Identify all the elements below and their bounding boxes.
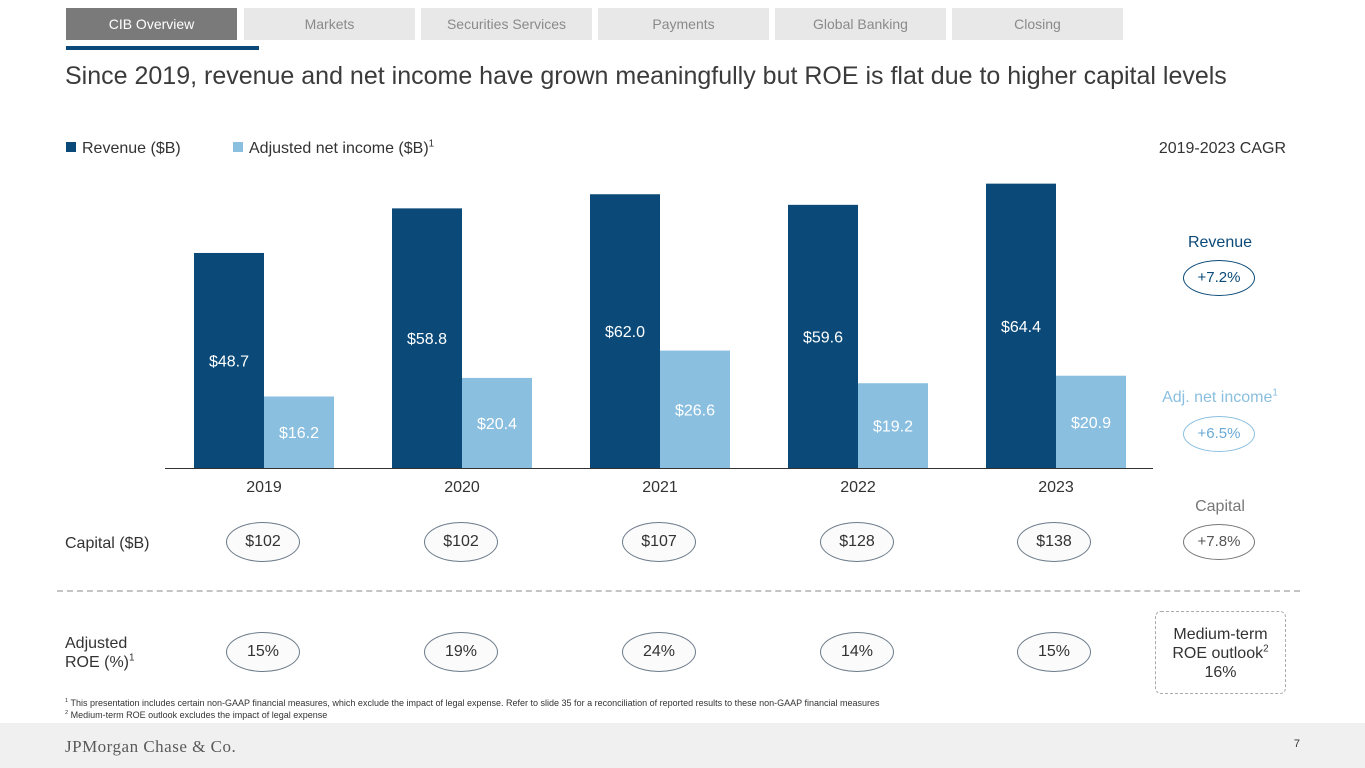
cagr-net-income-label: Adj. net income1 bbox=[1140, 387, 1300, 407]
capital-value-2020: $102 bbox=[424, 522, 498, 562]
bar-net-income-2023 bbox=[1056, 375, 1126, 468]
footnote-1: 1 This presentation includes certain non… bbox=[65, 697, 880, 709]
cagr-capital-value: +7.8% bbox=[1183, 524, 1255, 560]
bar-net-income-2020 bbox=[462, 377, 532, 468]
footnotes: 1 This presentation includes certain non… bbox=[65, 697, 880, 721]
tab-markets[interactable]: Markets bbox=[244, 8, 415, 40]
tab-securities-services[interactable]: Securities Services bbox=[421, 8, 592, 40]
legend-item-revenue: Revenue ($B) bbox=[66, 140, 181, 158]
active-tab-underline bbox=[66, 46, 259, 50]
page-title: Since 2019, revenue and net income have … bbox=[65, 62, 1227, 90]
roe-footnote-mark: 1 bbox=[129, 652, 135, 664]
data-label-net-income-2019: $16.2 bbox=[279, 425, 319, 442]
tab-global-banking[interactable]: Global Banking bbox=[775, 8, 946, 40]
footnote-1-text: This presentation includes certain non-G… bbox=[70, 698, 880, 708]
bar-revenue-2023 bbox=[986, 183, 1056, 468]
cagr-revenue-value: +7.2% bbox=[1183, 260, 1255, 296]
bar-revenue-2019 bbox=[194, 252, 264, 468]
data-label-revenue-2019: $48.7 bbox=[209, 353, 249, 370]
roe-row-label: Adjusted ROE (%)1 bbox=[65, 634, 135, 672]
bar-net-income-2019 bbox=[264, 396, 334, 468]
data-label-revenue-2020: $58.8 bbox=[407, 331, 447, 348]
roe-value-2021: 24% bbox=[622, 632, 696, 672]
bar-net-income-2022 bbox=[858, 383, 928, 468]
roe-label-line1: Adjusted bbox=[65, 635, 128, 652]
x-tick-label-2023: 2023 bbox=[1038, 479, 1074, 496]
roe-value-2023: 15% bbox=[1017, 632, 1091, 672]
capital-value-2023: $138 bbox=[1017, 522, 1091, 562]
roe-value-2019: 15% bbox=[226, 632, 300, 672]
tab-closing[interactable]: Closing bbox=[952, 8, 1123, 40]
outlook-footnote-mark: 2 bbox=[1263, 643, 1269, 655]
footnote-2-mark: 2 bbox=[65, 710, 69, 716]
capital-row-label: Capital ($B) bbox=[65, 535, 150, 552]
footnote-2-text: Medium-term ROE outlook excludes the imp… bbox=[70, 710, 328, 720]
bar-revenue-2021 bbox=[590, 194, 660, 468]
x-tick-label-2019: 2019 bbox=[246, 479, 282, 496]
legend-swatch-revenue bbox=[66, 142, 76, 152]
data-label-net-income-2023: $20.9 bbox=[1071, 415, 1111, 432]
data-label-net-income-2020: $20.4 bbox=[477, 416, 517, 433]
cagr-net-income-footnote-mark: 1 bbox=[1272, 387, 1278, 399]
data-label-revenue-2022: $59.6 bbox=[803, 329, 843, 346]
page-number: 7 bbox=[1293, 738, 1300, 750]
footer-bar bbox=[0, 723, 1365, 768]
revenue-net-income-bar-chart: $48.7 $16.2 2019 $58.8 $20.4 2020 $62.0 $26.6 20… bbox=[165, 183, 1153, 496]
capital-value-2019: $102 bbox=[226, 522, 300, 562]
data-label-revenue-2023: $64.4 bbox=[1001, 319, 1041, 336]
cagr-revenue-label: Revenue bbox=[1187, 234, 1253, 251]
roe-outlook-box: Medium-term ROE outlook2 16% bbox=[1155, 611, 1286, 694]
cagr-capital-label: Capital bbox=[1195, 498, 1245, 515]
tab-cib-overview[interactable]: CIB Overview bbox=[66, 8, 237, 40]
bar-revenue-2022 bbox=[788, 204, 858, 468]
bar-revenue-2020 bbox=[392, 208, 462, 469]
legend-footnote-mark: 1 bbox=[428, 138, 435, 150]
footnote-2: 2 Medium-term ROE outlook excludes the i… bbox=[65, 709, 880, 721]
company-logo: JPMorgan Chase & Co. bbox=[65, 737, 237, 756]
capital-value-2022: $128 bbox=[820, 522, 894, 562]
roe-label-line2: ROE (%) bbox=[65, 654, 129, 671]
x-tick-label-2021: 2021 bbox=[642, 479, 678, 496]
cagr-title: 2019-2023 CAGR bbox=[1158, 140, 1286, 157]
footnote-1-mark: 1 bbox=[65, 698, 69, 704]
roe-value-2022: 14% bbox=[820, 632, 894, 672]
legend-swatch-net-income bbox=[233, 142, 243, 152]
tab-payments[interactable]: Payments bbox=[598, 8, 769, 40]
cagr-net-income-value: +6.5% bbox=[1183, 416, 1255, 452]
roe-value-2020: 19% bbox=[424, 632, 498, 672]
section-divider bbox=[57, 590, 1300, 592]
legend-label-revenue: Revenue ($B) bbox=[82, 140, 181, 157]
outlook-line2: ROE outlook bbox=[1172, 645, 1264, 662]
bar-net-income-2021 bbox=[660, 350, 730, 468]
data-label-revenue-2021: $62.0 bbox=[605, 324, 645, 341]
outlook-value: 16% bbox=[1204, 664, 1237, 681]
legend-item-net-income: Adjusted net income ($B)1 bbox=[233, 138, 435, 158]
capital-value-2021: $107 bbox=[622, 522, 696, 562]
legend-label-net-income: Adjusted net income ($B) bbox=[249, 140, 429, 157]
x-tick-label-2022: 2022 bbox=[840, 479, 876, 496]
cagr-net-income-label-text: Adj. net income bbox=[1162, 389, 1273, 406]
x-tick-label-2020: 2020 bbox=[444, 479, 480, 496]
data-label-net-income-2021: $26.6 bbox=[675, 402, 715, 419]
data-label-net-income-2022: $19.2 bbox=[873, 419, 913, 436]
outlook-line1: Medium-term bbox=[1173, 626, 1268, 643]
